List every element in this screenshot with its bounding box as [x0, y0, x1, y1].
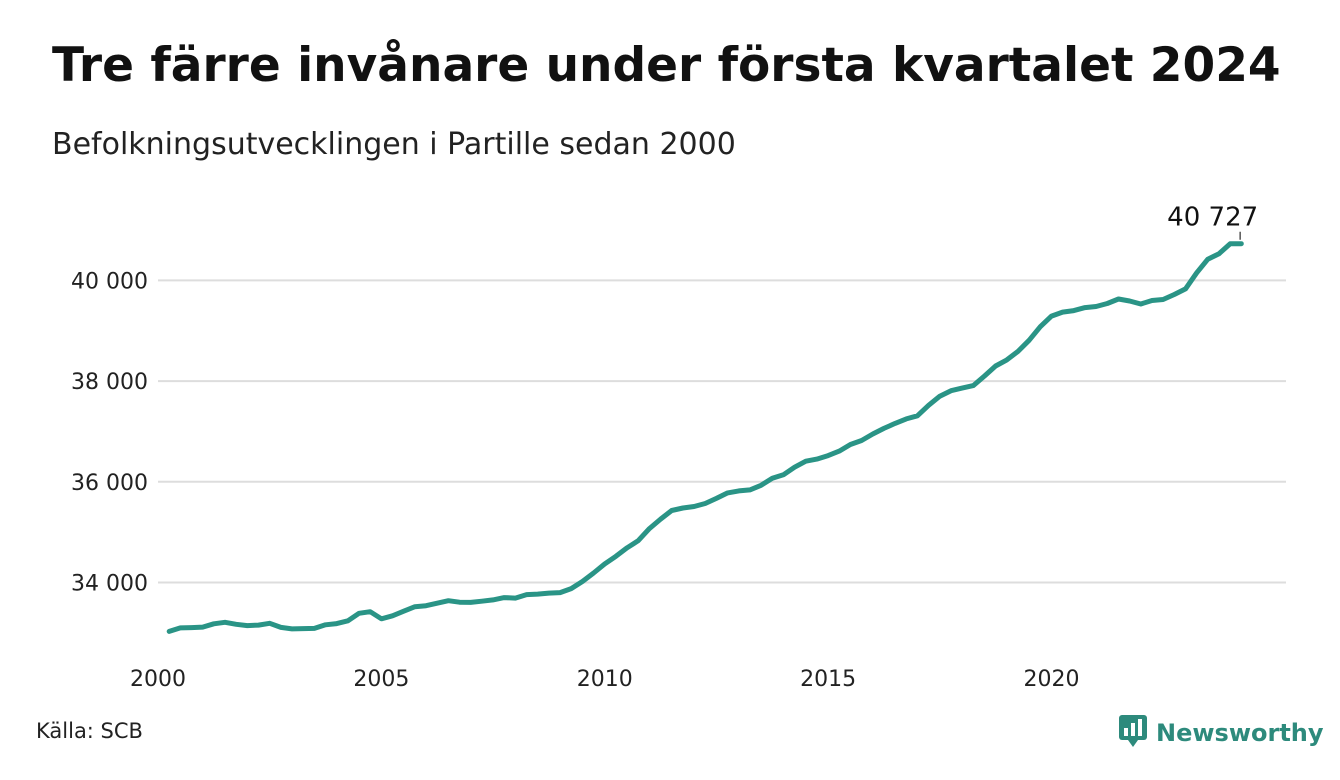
x-tick-label: 2010 [577, 667, 633, 692]
y-tick-label: 36 000 [71, 471, 148, 496]
x-tick-label: 2015 [800, 667, 856, 692]
newsworthy-logo-icon [1118, 714, 1148, 752]
chart-subtitle: Befolkningsutvecklingen i Partille sedan… [52, 127, 736, 162]
x-tick-label: 2000 [130, 667, 186, 692]
chart-title: Tre färre invånare under första kvartale… [52, 38, 1281, 93]
y-tick-label: 34 000 [71, 572, 148, 597]
source-label: Källa: SCB [36, 719, 143, 743]
brand-name: Newsworthy [1156, 719, 1324, 747]
annotation-layer: 40 727 [1167, 203, 1258, 240]
gridlines [158, 279, 1286, 584]
x-tick-label: 2020 [1023, 667, 1079, 692]
x-tick-label: 2005 [353, 667, 409, 692]
y-axis-tick-labels: 34 000 36 000 38 000 40 000 [71, 269, 148, 596]
annotation-label: 40 727 [1167, 203, 1258, 233]
series-line [166, 241, 1244, 634]
y-tick-label: 40 000 [71, 269, 148, 294]
x-axis-tick-labels: 2000 2005 2010 2015 2020 [130, 667, 1079, 692]
series-layer [166, 241, 1244, 634]
y-tick-label: 38 000 [71, 370, 148, 395]
brand-logo[interactable]: Newsworthy [1118, 714, 1324, 752]
